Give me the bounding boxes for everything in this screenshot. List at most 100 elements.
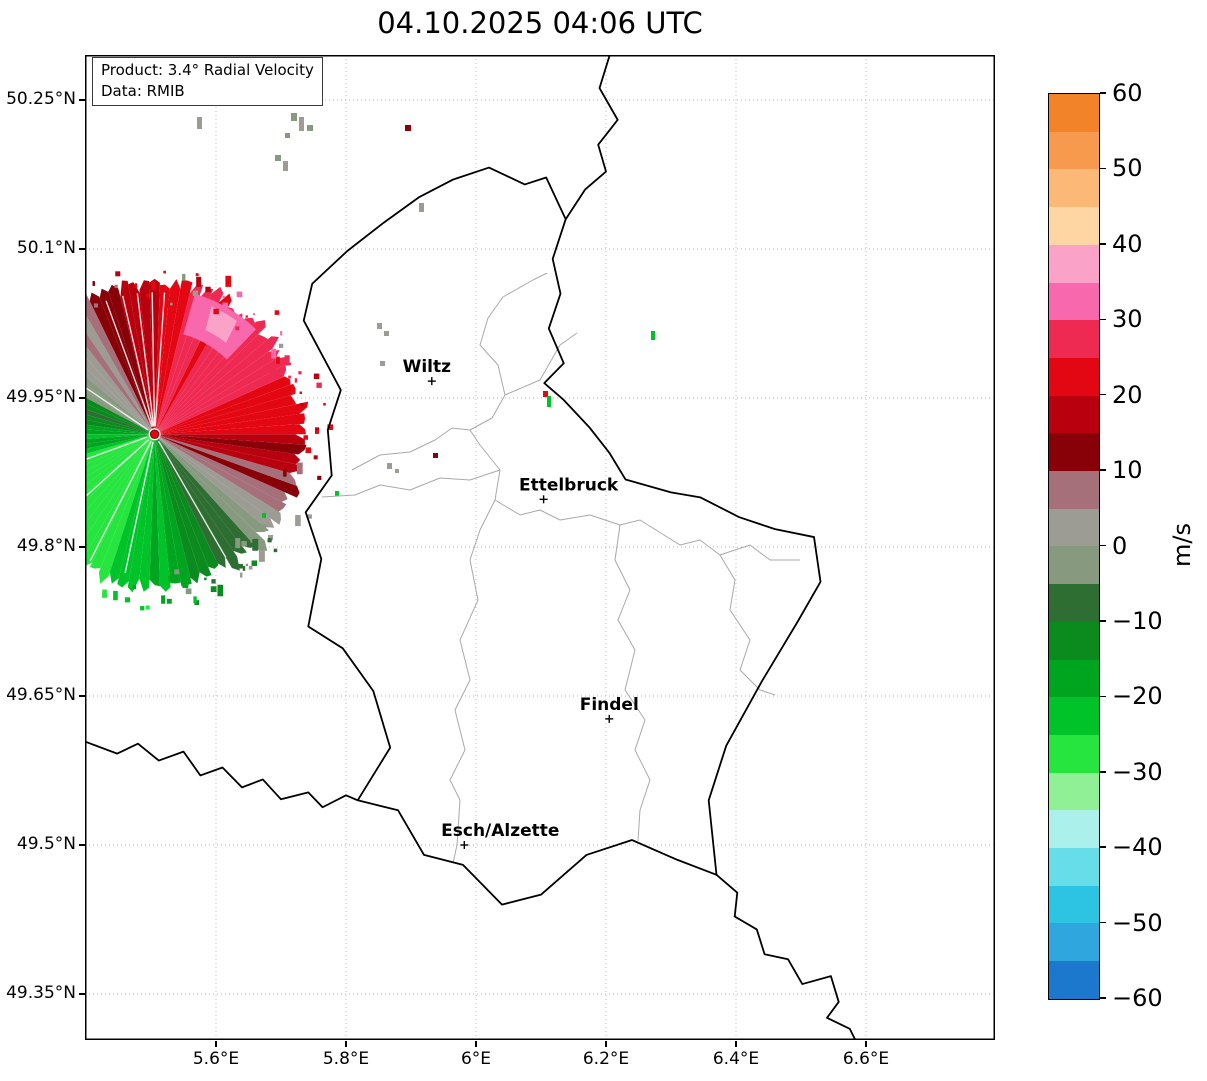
missing-ray	[122, 295, 154, 427]
colorbar-segment	[1049, 508, 1099, 547]
colorbar-tick-label: 10	[1112, 456, 1143, 485]
fan-slice	[85, 375, 155, 435]
fan-slice	[85, 345, 155, 435]
fan-speckle	[235, 326, 240, 331]
colorbar-tick-mark	[1100, 318, 1106, 320]
fan-speckle	[212, 560, 218, 566]
fan-slice	[154, 364, 287, 435]
fan-speckle	[132, 585, 137, 590]
x-tick-mark	[475, 1041, 477, 1047]
fan-speckle	[194, 600, 200, 605]
fan-slice	[154, 434, 226, 568]
city-label: Wiltz	[403, 357, 452, 377]
plot-frame	[85, 55, 995, 1040]
colorbar-tick-label: −40	[1112, 833, 1163, 862]
map-plot-area: Wiltz Ettelbruck Findel Esch/Alzette	[85, 55, 995, 1040]
fan-slice	[154, 434, 300, 498]
colorbar-segment	[1049, 923, 1099, 962]
radar-site-marker	[149, 429, 160, 439]
fan-slice	[154, 434, 181, 584]
y-tick-mark	[79, 248, 85, 250]
colorbar-tick-label: −20	[1112, 682, 1163, 711]
fan-slice	[154, 280, 193, 435]
colorbar-tick-mark	[1100, 167, 1106, 170]
x-tick-mark	[605, 1041, 607, 1047]
fan-speckle	[222, 302, 228, 309]
fan-speckle	[258, 549, 265, 562]
fan-speckle	[102, 589, 107, 595]
y-tick-label: 49.8°N	[16, 535, 76, 556]
clutter-pixel	[387, 463, 392, 469]
fan-slice	[85, 429, 155, 435]
fan-speckle	[145, 293, 150, 298]
fan-slice	[154, 434, 305, 445]
fan-slice	[154, 336, 280, 435]
product-info-box: Product: 3.4° Radial Velocity Data: RMIB	[92, 57, 323, 106]
fan-speckle	[280, 331, 283, 336]
district-border-line	[469, 429, 800, 561]
fan-speckle	[217, 584, 224, 597]
colorbar-tick-mark	[1100, 92, 1106, 94]
fan-slice	[89, 434, 155, 569]
fan-speckle	[245, 315, 248, 318]
fan-slice	[154, 434, 307, 455]
fan-speckle	[323, 402, 326, 406]
district-border-line	[504, 332, 578, 396]
fan-speckle	[253, 344, 258, 349]
fan-slice	[85, 292, 155, 435]
fan-slice	[89, 292, 155, 435]
clutter-pixel	[197, 117, 202, 129]
colorbar-tick-label: 60	[1112, 79, 1143, 107]
colorbar-tick-label: 0	[1112, 531, 1128, 560]
fan-slice	[109, 434, 155, 584]
clutter-pixel	[291, 113, 297, 121]
city-label: Findel	[580, 695, 639, 715]
missing-ray	[158, 440, 227, 558]
fan-slice	[154, 434, 219, 569]
fan-speckle	[166, 598, 172, 604]
colorbar-segment	[1049, 395, 1099, 434]
fan-speckle	[294, 378, 297, 383]
fan-speckle	[211, 579, 216, 584]
colorbar-segment	[1049, 433, 1099, 472]
fan-speckle	[251, 560, 258, 566]
fan-speckle	[168, 576, 174, 582]
fan-speckle	[113, 304, 118, 309]
fan-speckle	[192, 290, 199, 297]
clutter-pixel	[380, 361, 385, 366]
y-tick-label: 50.1°N	[16, 237, 76, 258]
colorbar-tick-mark	[1100, 243, 1106, 245]
fan-slice	[154, 434, 275, 528]
fan-speckle	[317, 475, 322, 480]
fan-slice	[154, 434, 281, 525]
fan-speckle	[235, 538, 241, 549]
fan-speckle	[237, 318, 242, 328]
fan-speckle	[222, 295, 225, 299]
fan-speckle	[299, 391, 303, 394]
fan-speckle	[115, 271, 121, 277]
fan-slice	[154, 434, 171, 592]
fan-slice	[127, 434, 155, 593]
y-tick-label: 50.25°N	[6, 89, 76, 109]
y-tick-label: 49.35°N	[6, 982, 76, 1003]
x-tick-mark	[215, 1041, 217, 1047]
fan-slice	[85, 390, 155, 435]
x-tick-mark	[865, 1041, 867, 1047]
fan-speckle	[236, 291, 243, 298]
fan-slice	[85, 383, 155, 435]
missing-ray	[105, 300, 153, 427]
fan-slice	[139, 434, 155, 592]
fan-slice	[154, 434, 287, 512]
y-tick-label: 49.65°N	[6, 684, 76, 705]
fan-slice	[154, 424, 307, 435]
missing-ray	[136, 293, 155, 427]
fan-slice	[154, 434, 297, 486]
x-tick-label: 6.6°E	[842, 1049, 890, 1069]
colorbar-segment	[1049, 471, 1099, 509]
colorbar-tick-label: −60	[1112, 984, 1163, 1012]
colorbar-tick-label: 40	[1112, 229, 1143, 258]
x-tick-label: 5.6°E	[192, 1049, 240, 1069]
colorbar-segment	[1049, 772, 1099, 811]
colorbar-segment	[1049, 659, 1099, 698]
x-tick-label: 5.8°E	[322, 1049, 370, 1069]
